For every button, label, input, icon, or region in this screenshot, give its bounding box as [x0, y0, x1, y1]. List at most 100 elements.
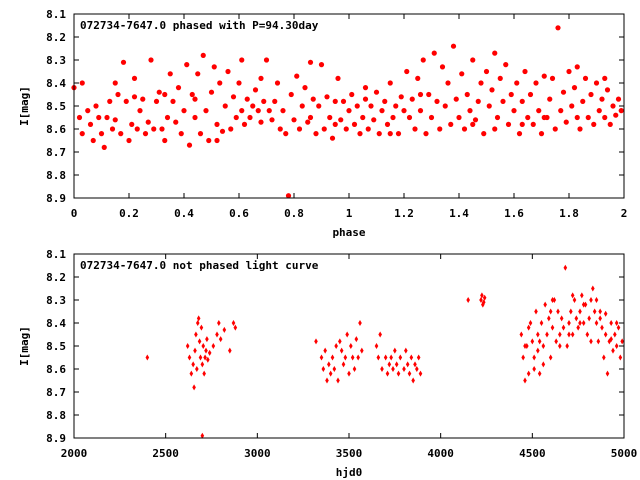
- data-point: [558, 331, 562, 338]
- data-point: [244, 96, 250, 102]
- data-point: [411, 377, 415, 384]
- data-point: [394, 361, 399, 368]
- x-tick-label: 1.4: [449, 207, 469, 220]
- data-point: [156, 89, 162, 95]
- data-point: [525, 114, 531, 121]
- data-point: [603, 310, 608, 317]
- data-point: [472, 117, 479, 123]
- data-point: [195, 71, 201, 77]
- data-point: [252, 87, 259, 93]
- data-point: [464, 91, 470, 98]
- data-point: [162, 137, 168, 144]
- data-point: [101, 144, 107, 150]
- x-tick-label: 2000: [61, 447, 88, 460]
- data-point: [258, 119, 264, 125]
- y-tick-label: 8.6: [46, 123, 66, 136]
- data-point: [197, 338, 202, 345]
- data-point: [593, 80, 600, 86]
- data-point: [582, 75, 589, 81]
- data-point: [296, 126, 303, 132]
- data-point: [196, 315, 201, 322]
- data-point: [382, 98, 388, 104]
- data-point: [614, 343, 619, 349]
- y-tick-label: 8.5: [46, 340, 66, 353]
- y-tick-labels: 8.1 8.2 8.3 8.4 8.5 8.6 8.7 8.8 8.9: [46, 248, 66, 445]
- phased-light-curve-panel: 0 0.2 0.4 0.6 0.8 1 1.2 1.4 1.6 1.8 2 8.1 8.2 8.3 8.4…: [18, 8, 627, 239]
- data-point: [358, 320, 362, 326]
- data-point: [199, 324, 204, 331]
- data-point: [561, 324, 566, 331]
- data-point: [527, 91, 534, 98]
- data-point: [211, 343, 216, 349]
- data-point: [96, 114, 102, 121]
- x-tick-label: 0: [71, 207, 78, 220]
- data-point: [439, 64, 446, 70]
- data-point: [385, 370, 390, 377]
- data-point: [567, 331, 571, 338]
- data-point: [283, 131, 289, 137]
- data-point: [609, 320, 613, 326]
- data-point: [186, 142, 193, 148]
- x-tick-label: 0.4: [174, 207, 194, 220]
- data-point: [541, 73, 547, 79]
- data-point: [589, 338, 593, 345]
- data-point: [478, 80, 484, 86]
- data-point: [483, 68, 490, 75]
- data-point: [148, 57, 154, 63]
- chart-title: 072734-7647.0 not phased light curve: [80, 259, 319, 272]
- data-point: [604, 87, 611, 93]
- data-point: [228, 126, 234, 132]
- data-point: [566, 68, 572, 75]
- data-point: [302, 85, 308, 91]
- x-tick-label: 3000: [244, 447, 271, 460]
- data-point: [396, 370, 401, 377]
- data-point: [580, 98, 586, 104]
- data-point: [470, 121, 476, 127]
- data-point: [418, 370, 423, 377]
- data-point: [261, 98, 267, 104]
- data-point: [605, 370, 610, 377]
- x-tick-label: 1: [346, 207, 353, 220]
- data-point: [588, 91, 594, 98]
- data-point: [611, 347, 615, 354]
- data-point: [569, 103, 575, 109]
- data-point: [90, 137, 96, 144]
- data-point: [500, 98, 506, 104]
- data-point: [193, 347, 197, 354]
- data-point: [592, 308, 597, 315]
- data-point: [360, 347, 364, 354]
- data-point: [314, 338, 318, 345]
- tick-marks: [73, 253, 625, 439]
- phased-data-points: [71, 25, 624, 199]
- data-point: [555, 25, 561, 31]
- y-tick-label: 8.7: [46, 386, 66, 399]
- data-point: [201, 343, 206, 349]
- data-point: [525, 343, 529, 349]
- y-tick-label: 8.6: [46, 363, 66, 376]
- data-point: [528, 320, 533, 326]
- data-point: [536, 347, 540, 354]
- data-point: [335, 75, 341, 81]
- data-point: [398, 94, 404, 100]
- data-point: [523, 377, 527, 384]
- data-point: [538, 131, 545, 137]
- data-point: [206, 137, 212, 144]
- data-point: [602, 114, 608, 121]
- data-point: [362, 96, 369, 102]
- data-point: [167, 71, 173, 77]
- data-point: [409, 96, 415, 102]
- data-point: [556, 308, 560, 315]
- data-point: [225, 68, 231, 75]
- data-point: [508, 91, 514, 98]
- data-point: [170, 98, 176, 104]
- data-point: [362, 85, 369, 91]
- data-point: [578, 320, 582, 326]
- data-point: [173, 119, 179, 125]
- data-point: [323, 347, 327, 354]
- data-point: [521, 354, 525, 361]
- data-point: [332, 98, 338, 104]
- data-point: [437, 126, 443, 132]
- unphased-light-curve-panel: 2000 2500 3000 3500 4000 4500 5000 8.18.28.38.…: [18, 248, 637, 479]
- data-point: [532, 354, 536, 361]
